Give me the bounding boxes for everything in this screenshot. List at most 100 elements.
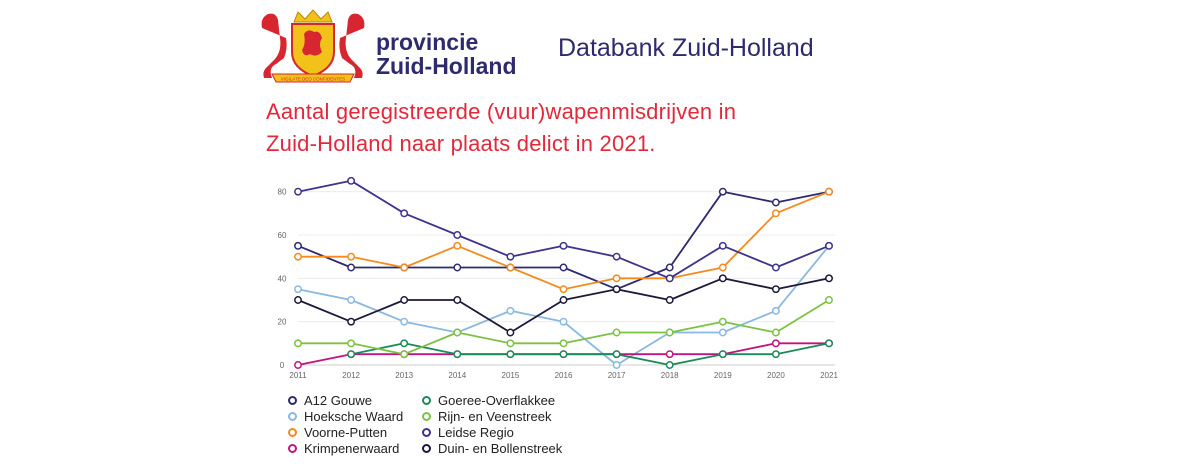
legend-marker-icon [288,427,297,437]
data-point [294,361,302,369]
data-point [771,339,780,348]
legend-column-right: Goeree-Overflakkee Rijn- en Veenstreek Lei… [422,392,562,456]
x-tick-label: 2012 [342,371,360,380]
data-point [294,252,302,261]
legend-marker-icon [288,395,297,405]
data-point [506,252,515,261]
legend-label: Voorne-Putten [304,424,388,440]
x-tick-label: 2016 [555,371,573,380]
legend-label: Hoeksche Waard [304,408,404,424]
legend-label: A12 Gouwe [304,392,372,408]
data-point [453,231,462,239]
data-point [718,241,727,250]
data-point [612,285,621,294]
series-line-4 [350,342,830,366]
legend-item: Leidse Regio [422,424,562,440]
data-point [665,328,674,337]
brand-line1: provincie [376,29,479,55]
data-point [453,328,462,337]
data-point [771,328,780,337]
data-point [718,263,727,272]
chart-title-line2: Zuid-Holland naar plaats delict in 2021. [266,131,656,156]
series-line-2 [298,190,830,291]
data-point [400,339,409,348]
x-tick-label: 2015 [502,371,520,380]
data-point [453,296,462,304]
data-point [347,263,356,272]
data-point [612,274,621,283]
legend-label: Leidse Regio [438,424,514,440]
data-point [506,350,515,359]
chart-title: Aantal geregistreerde (vuur)wapenmisdrij… [266,96,866,160]
data-point [718,187,727,196]
data-point [718,328,727,337]
x-tick-label: 2019 [714,371,732,380]
x-tick-label: 2013 [395,371,413,380]
y-tick-label: 80 [278,188,287,197]
data-point [665,263,674,272]
legend-marker-icon [422,411,431,421]
data-point [559,241,568,250]
data-point [506,306,515,315]
data-point [506,263,515,272]
legend-item: Duin- en Bollenstreek [422,440,562,456]
data-point [559,350,568,359]
legend-label: Goeree-Overflakkee [438,392,556,408]
x-tick-label: 2011 [289,371,307,380]
legend-label: Duin- en Bollenstreek [438,440,563,456]
databank-title: Databank Zuid-Holland [558,34,814,62]
data-point [612,350,621,359]
data-point [771,350,780,359]
data-point [347,252,356,261]
data-point [559,263,568,272]
data-point [665,350,674,359]
data-point [347,339,356,348]
data-point [771,306,780,315]
legend-marker-icon [422,427,431,437]
legend-item: A12 Gouwe [288,392,403,408]
data-point [347,317,356,326]
data-point [718,274,727,283]
data-point [559,296,568,304]
data-point [825,274,833,283]
legend-label: Krimpenerwaard [304,440,400,456]
data-point [347,176,356,185]
legend-column-left: A12 Gouwe Hoeksche Waard Voorne-Putten Krim… [288,392,403,456]
x-tick-label: 2014 [448,371,466,380]
data-point [400,317,409,326]
data-point [400,296,409,304]
data-point [612,252,621,261]
y-tick-label: 0 [280,361,285,370]
data-point [559,317,568,326]
data-point [294,296,302,304]
data-point [453,263,462,272]
data-point [665,361,674,369]
data-point [453,350,462,359]
data-point [825,296,833,304]
svg-text:VIGILATE DEO CONFIDENTES: VIGILATE DEO CONFIDENTES [281,77,345,82]
legend-label: Rijn- en Veenstreek [438,408,552,424]
header: VIGILATE DEO CONFIDENTES provincie Zuid-… [258,8,858,88]
provincie-logo: VIGILATE DEO CONFIDENTES [261,9,365,83]
data-point [559,285,568,294]
data-point [825,241,833,250]
data-point [771,198,780,207]
legend-item: Rijn- en Veenstreek [422,408,562,424]
legend-item: Krimpenerwaard [288,440,403,456]
data-point [347,296,356,304]
data-point [771,285,780,294]
legend-item: Goeree-Overflakkee [422,392,562,408]
data-point [294,339,302,348]
chart-title-line1: Aantal geregistreerde (vuur)wapenmisdrij… [266,99,737,124]
y-tick-label: 20 [278,318,287,327]
data-point [294,241,302,250]
data-point [294,187,302,196]
data-point [400,263,409,272]
data-point [665,274,674,283]
legend-marker-icon [288,411,297,421]
x-tick-label: 2020 [767,371,785,380]
data-point [347,350,356,359]
legend-item: Voorne-Putten [288,424,403,440]
legend-marker-icon [422,443,431,453]
